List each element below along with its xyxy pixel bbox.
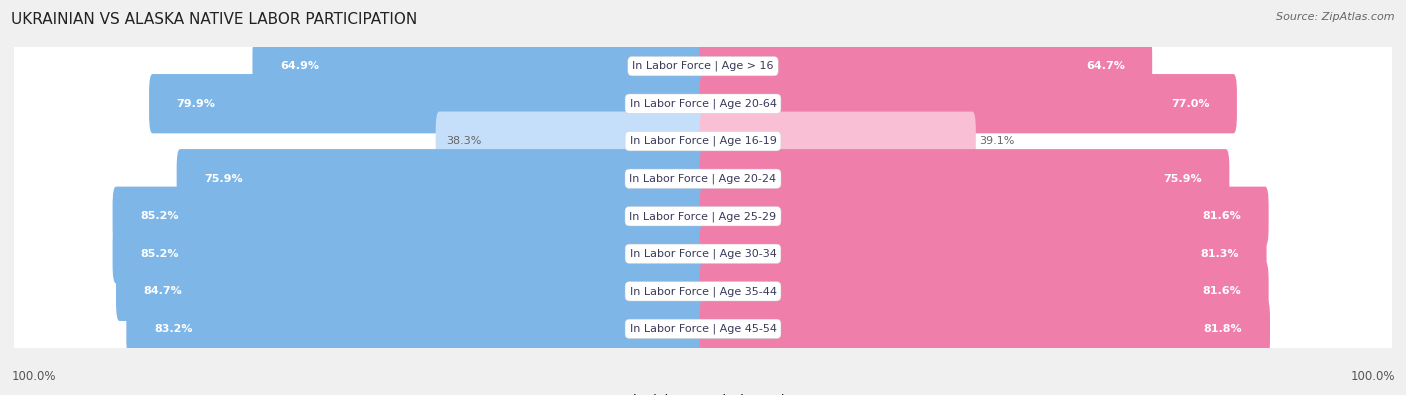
Text: 83.2%: 83.2%	[153, 324, 193, 334]
Text: In Labor Force | Age 25-29: In Labor Force | Age 25-29	[630, 211, 776, 222]
Text: In Labor Force | Age > 16: In Labor Force | Age > 16	[633, 61, 773, 71]
FancyBboxPatch shape	[13, 247, 1400, 338]
Text: In Labor Force | Age 30-34: In Labor Force | Age 30-34	[630, 248, 776, 259]
FancyBboxPatch shape	[177, 149, 706, 209]
Text: 84.7%: 84.7%	[143, 286, 183, 296]
FancyBboxPatch shape	[8, 21, 1398, 111]
FancyBboxPatch shape	[13, 172, 1400, 263]
FancyBboxPatch shape	[13, 134, 1400, 225]
FancyBboxPatch shape	[8, 171, 1398, 261]
FancyBboxPatch shape	[127, 299, 706, 359]
Text: 81.3%: 81.3%	[1201, 249, 1239, 259]
FancyBboxPatch shape	[112, 224, 706, 284]
Text: 75.9%: 75.9%	[1163, 174, 1202, 184]
FancyBboxPatch shape	[13, 97, 1400, 188]
Text: 81.6%: 81.6%	[1202, 286, 1241, 296]
Text: 81.6%: 81.6%	[1202, 211, 1241, 221]
FancyBboxPatch shape	[117, 261, 706, 321]
FancyBboxPatch shape	[700, 299, 1270, 359]
Text: 77.0%: 77.0%	[1171, 99, 1209, 109]
FancyBboxPatch shape	[700, 149, 1229, 209]
Text: 100.0%: 100.0%	[1350, 370, 1395, 383]
Text: UKRAINIAN VS ALASKA NATIVE LABOR PARTICIPATION: UKRAINIAN VS ALASKA NATIVE LABOR PARTICI…	[11, 12, 418, 27]
Text: In Labor Force | Age 45-54: In Labor Force | Age 45-54	[630, 324, 776, 334]
FancyBboxPatch shape	[8, 284, 1398, 374]
FancyBboxPatch shape	[112, 186, 706, 246]
Text: In Labor Force | Age 35-44: In Labor Force | Age 35-44	[630, 286, 776, 297]
FancyBboxPatch shape	[13, 209, 1400, 300]
Text: 85.2%: 85.2%	[141, 249, 179, 259]
FancyBboxPatch shape	[8, 58, 1398, 149]
FancyBboxPatch shape	[8, 246, 1398, 337]
Text: 75.9%: 75.9%	[204, 174, 243, 184]
Text: 100.0%: 100.0%	[11, 370, 56, 383]
Text: In Labor Force | Age 16-19: In Labor Force | Age 16-19	[630, 136, 776, 147]
FancyBboxPatch shape	[700, 111, 976, 171]
FancyBboxPatch shape	[13, 22, 1400, 113]
Text: In Labor Force | Age 20-24: In Labor Force | Age 20-24	[630, 173, 776, 184]
FancyBboxPatch shape	[436, 111, 706, 171]
FancyBboxPatch shape	[700, 224, 1267, 284]
FancyBboxPatch shape	[13, 284, 1400, 375]
FancyBboxPatch shape	[8, 209, 1398, 299]
Text: In Labor Force | Age 20-64: In Labor Force | Age 20-64	[630, 98, 776, 109]
FancyBboxPatch shape	[149, 74, 706, 134]
Text: 39.1%: 39.1%	[979, 136, 1015, 146]
Text: 85.2%: 85.2%	[141, 211, 179, 221]
FancyBboxPatch shape	[8, 134, 1398, 224]
FancyBboxPatch shape	[700, 261, 1268, 321]
FancyBboxPatch shape	[700, 74, 1237, 134]
Legend: Ukrainian, Alaska Native: Ukrainian, Alaska Native	[606, 394, 800, 395]
FancyBboxPatch shape	[700, 186, 1268, 246]
Text: 64.9%: 64.9%	[280, 61, 319, 71]
FancyBboxPatch shape	[8, 96, 1398, 186]
Text: Source: ZipAtlas.com: Source: ZipAtlas.com	[1277, 12, 1395, 22]
FancyBboxPatch shape	[700, 36, 1152, 96]
Text: 79.9%: 79.9%	[177, 99, 215, 109]
Text: 64.7%: 64.7%	[1085, 61, 1125, 71]
Text: 81.8%: 81.8%	[1204, 324, 1243, 334]
Text: 38.3%: 38.3%	[446, 136, 481, 146]
FancyBboxPatch shape	[253, 36, 706, 96]
FancyBboxPatch shape	[13, 59, 1400, 150]
